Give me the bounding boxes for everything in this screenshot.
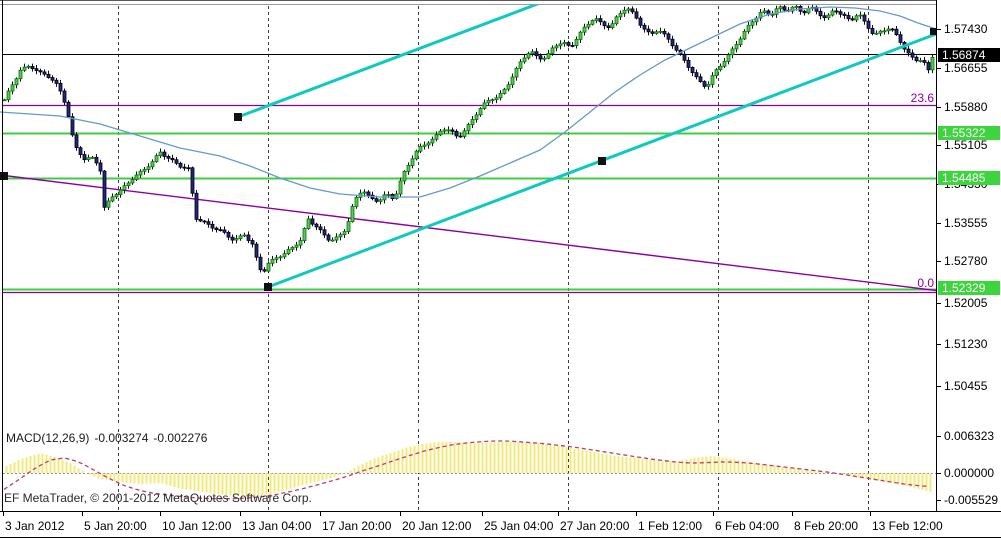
macd-tick-mark (937, 473, 941, 474)
price-tick-label: 1.56655 (944, 61, 988, 75)
time-tick-mark (320, 512, 321, 516)
time-tick-mark (713, 512, 714, 516)
time-tick-mark (792, 512, 793, 516)
macd-scale-axis: 0.006323 0.000000 -0.005529 (937, 429, 1001, 511)
level-price-box: 1.54485 (938, 171, 1000, 185)
price-tick-label: 1.55880 (944, 100, 988, 114)
price-axis: 1.574301.566551.558801.551051.543301.535… (937, 0, 1001, 423)
channel-endpoint-handle[interactable] (930, 28, 937, 35)
price-tick-mark (937, 261, 941, 262)
time-tick-label: 10 Jan 12:00 (162, 519, 232, 533)
fib-level-label-23-6: 23.6 (910, 91, 934, 105)
channel-drag-handle[interactable] (264, 283, 272, 291)
time-tick-label: 5 Jan 20:00 (84, 519, 147, 533)
macd-tick-label: 0.006323 (944, 429, 995, 443)
macd-value: -0.003274 (94, 431, 149, 445)
axis-separator-line (936, 0, 937, 512)
time-tick-mark (482, 512, 483, 516)
level-price-box: 1.52329 (938, 281, 1000, 295)
moving-average-line[interactable] (0, 6, 937, 198)
price-tick-label: 1.55105 (944, 138, 988, 152)
macd-histogram (5, 441, 932, 496)
time-tick-label: 6 Feb 04:00 (715, 519, 780, 533)
price-tick-mark (937, 223, 941, 224)
pane-separator[interactable] (0, 0, 1001, 5)
macd-signal-line (3, 440, 929, 500)
candles (2, 3, 935, 274)
trendline-drag-handle[interactable] (0, 172, 8, 180)
fib-level-label-0-0: 0.0 (917, 276, 934, 290)
time-tick-mark (870, 512, 871, 516)
time-tick-mark (558, 512, 559, 516)
channel-drag-handle[interactable] (598, 157, 606, 165)
time-tick-label: 13 Feb 12:00 (872, 519, 943, 533)
macd-pane[interactable] (0, 429, 937, 511)
channel-upper-line[interactable] (237, 0, 549, 119)
price-tick-label: 1.52780 (944, 254, 988, 268)
price-tick-mark (937, 145, 941, 146)
price-tick-label: 1.52005 (944, 296, 988, 310)
time-tick-label: 25 Jan 04:00 (484, 519, 554, 533)
descending-trendline[interactable] (0, 174, 937, 292)
time-tick-label: 27 Jan 20:00 (560, 519, 630, 533)
time-tick-mark (240, 512, 241, 516)
price-tick-mark (937, 107, 941, 108)
price-tick-mark (937, 68, 941, 69)
main-chart-pane[interactable] (0, 0, 937, 423)
price-tick-label: 1.53555 (944, 216, 988, 230)
time-tick-mark (3, 512, 4, 516)
level-price-box: 1.55322 (938, 126, 1000, 140)
channel-drag-handle[interactable] (234, 113, 242, 121)
time-tick-label: 3 Jan 2012 (5, 519, 65, 533)
time-tick-label: 17 Jan 20:00 (322, 519, 392, 533)
time-tick-label: 8 Feb 20:00 (794, 519, 859, 533)
time-tick-mark (636, 512, 637, 516)
price-tick-mark (937, 386, 941, 387)
time-tick-label: 1 Feb 12:00 (638, 519, 703, 533)
chart-left-border (2, 0, 3, 512)
macd-tick-label: 0.000000 (944, 466, 995, 480)
time-axis[interactable]: 3 Jan 2012 5 Jan 20:00 10 Jan 12:00 13 Jan … (0, 512, 1001, 538)
macd-bottom-border (0, 511, 1001, 512)
time-tick-mark (160, 512, 161, 516)
price-tick-mark (937, 29, 941, 30)
current-price-box: 1.56874 (938, 48, 1000, 62)
copyright-text: EF MetaTrader, © 2001-2012 MetaQuotes So… (4, 491, 312, 505)
macd-signal-value: -0.002276 (153, 431, 208, 445)
time-tick-mark (82, 512, 83, 516)
time-tick-mark (400, 512, 401, 516)
price-tick-label: 1.57430 (944, 22, 988, 36)
time-tick-label: 20 Jan 12:00 (402, 519, 472, 533)
price-tick-label: 1.50455 (944, 379, 988, 393)
price-tick-label: 1.51230 (944, 337, 988, 351)
macd-tick-mark (937, 436, 941, 437)
macd-tick-mark (937, 500, 941, 501)
price-tick-mark (937, 344, 941, 345)
macd-title: MACD(12,26,9) (6, 431, 90, 445)
macd-tick-label: -0.005529 (944, 493, 999, 507)
price-tick-mark (937, 303, 941, 304)
macd-indicator-label: MACD(12,26,9) -0.003274 -0.002276 (6, 431, 212, 445)
time-tick-label: 13 Jan 04:00 (242, 519, 312, 533)
